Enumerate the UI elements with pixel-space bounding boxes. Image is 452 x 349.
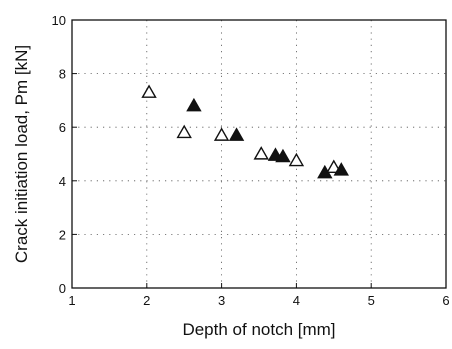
y-tick-label: 10 — [52, 13, 66, 28]
open-triangle-point — [288, 152, 305, 167]
y-axis-title: Crack initiation load, Pm [kN] — [12, 45, 31, 263]
x-tick-label: 6 — [442, 293, 449, 308]
y-tick-label: 8 — [59, 67, 66, 82]
plot-frame — [71, 19, 447, 289]
x-tick-label: 2 — [143, 293, 150, 308]
x-tick-label: 3 — [218, 293, 225, 308]
x-tick-label: 1 — [68, 293, 75, 308]
tick-label-layer: 1 2 3 4 5 6 0 2 4 6 8 10 — [52, 13, 450, 308]
y-tick-label: 6 — [59, 120, 66, 135]
filled-triangle-point — [228, 127, 245, 141]
open-triangle-point — [176, 124, 192, 139]
open-triangle-point — [253, 146, 269, 160]
open-triangle-point — [326, 159, 342, 173]
filled-triangle-point — [275, 148, 291, 163]
open-triangle-point — [141, 84, 157, 98]
y-tick-label: 0 — [59, 281, 66, 296]
y-tick-label: 2 — [59, 227, 66, 242]
x-tick-label: 4 — [293, 293, 300, 308]
tick-layer — [71, 19, 447, 289]
filled-triangle-point — [333, 162, 349, 176]
x-tick-label: 5 — [368, 293, 375, 308]
x-axis-title: Depth of notch [mm] — [182, 320, 335, 339]
data-point-layer — [141, 84, 349, 179]
grid-layer — [72, 20, 446, 288]
filled-triangle-point — [186, 97, 202, 112]
y-tick-label: 4 — [59, 174, 66, 189]
open-triangle-point — [213, 127, 230, 141]
filled-triangle-point — [317, 164, 333, 179]
